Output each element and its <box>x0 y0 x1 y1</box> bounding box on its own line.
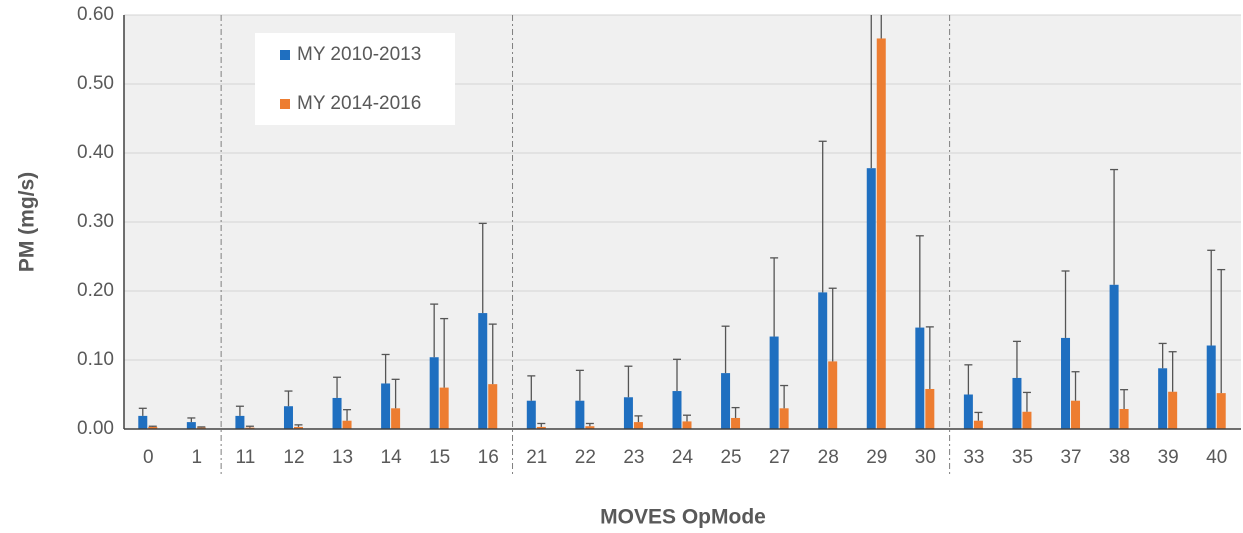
y-tick-label: 0.30 <box>77 211 114 232</box>
bar <box>293 426 303 429</box>
bar <box>1109 284 1119 429</box>
x-tick-label: 23 <box>623 447 644 468</box>
y-tick-label: 0.50 <box>77 73 114 94</box>
bar <box>1168 391 1178 429</box>
y-tick-label: 0.20 <box>77 280 114 301</box>
x-tick-label: 15 <box>429 447 450 468</box>
x-tick-label: 38 <box>1109 447 1130 468</box>
bar <box>682 421 692 429</box>
x-tick-label: 40 <box>1206 447 1227 468</box>
legend-swatch <box>280 99 290 109</box>
x-tick-label: 35 <box>1012 447 1033 468</box>
y-axis-title: PM (mg/s) <box>16 172 39 272</box>
x-tick-label: 30 <box>915 447 936 468</box>
x-tick-label: 1 <box>192 447 203 468</box>
y-tick-label: 0.00 <box>77 418 114 439</box>
bar <box>876 38 886 430</box>
bar <box>915 327 925 429</box>
bar <box>828 361 838 429</box>
bar <box>1071 400 1081 429</box>
bar <box>488 384 498 429</box>
x-tick-label: 25 <box>720 447 741 468</box>
bar <box>283 406 293 429</box>
bar <box>623 397 633 429</box>
bar <box>963 394 973 429</box>
y-tick-label: 0.60 <box>77 4 114 25</box>
bar <box>1206 345 1216 429</box>
bar <box>633 422 643 429</box>
bar <box>575 400 585 429</box>
x-tick-label: 24 <box>672 447 694 468</box>
x-tick-label: 37 <box>1060 447 1081 468</box>
bar <box>721 373 731 429</box>
bar <box>478 313 488 429</box>
bar <box>779 408 789 429</box>
x-tick-label: 11 <box>236 447 256 468</box>
bar <box>1158 368 1168 429</box>
x-tick-label: 14 <box>381 447 403 468</box>
x-tick-label: 29 <box>866 447 887 468</box>
x-tick-label: 33 <box>963 447 984 468</box>
legend-label: MY 2014-2016 <box>297 93 421 114</box>
bar <box>148 426 158 429</box>
bar <box>235 415 245 429</box>
bar <box>866 168 876 429</box>
bar <box>1022 411 1032 429</box>
x-tick-label: 16 <box>478 447 499 468</box>
x-axis-title: MOVES OpMode <box>600 506 766 529</box>
x-tick-label: 13 <box>332 447 353 468</box>
bar <box>332 397 342 429</box>
bar <box>973 420 983 429</box>
bar <box>1061 337 1071 429</box>
bar <box>672 391 682 429</box>
bar <box>585 426 595 429</box>
x-tick-label: 22 <box>575 447 596 468</box>
bar <box>536 426 546 429</box>
x-tick-label: 21 <box>526 447 547 468</box>
x-tick-label: 0 <box>143 447 154 468</box>
bar <box>186 422 196 429</box>
bar <box>381 383 391 429</box>
x-tick-label: 27 <box>769 447 790 468</box>
y-tick-label: 0.40 <box>77 142 114 163</box>
legend-swatch <box>280 50 290 60</box>
bar <box>391 408 401 429</box>
bar <box>818 292 828 429</box>
bar <box>1119 408 1129 429</box>
legend-box <box>255 33 455 125</box>
y-tick-label: 0.10 <box>77 349 114 370</box>
bar <box>429 357 439 429</box>
bar <box>342 420 352 429</box>
bar <box>1012 377 1022 429</box>
bar <box>526 400 536 429</box>
bar <box>138 415 148 429</box>
bar <box>731 417 741 429</box>
bar <box>1216 393 1226 429</box>
bar <box>439 387 449 429</box>
x-tick-label: 12 <box>283 447 304 468</box>
legend-label: MY 2010-2013 <box>297 44 421 65</box>
x-tick-label: 28 <box>818 447 839 468</box>
bar <box>769 336 779 429</box>
bar <box>925 388 935 429</box>
x-tick-label: 39 <box>1158 447 1179 468</box>
